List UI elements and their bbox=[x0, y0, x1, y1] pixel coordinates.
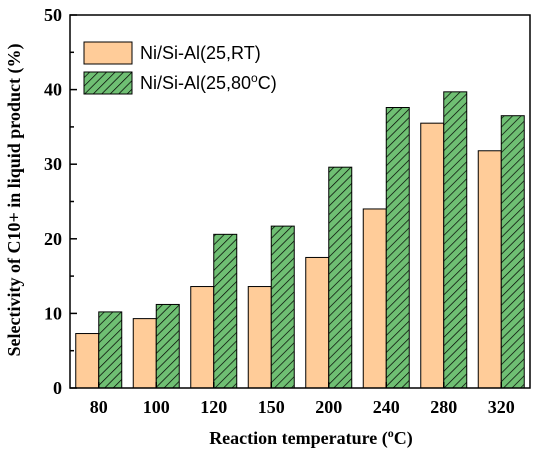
bar-rt-150 bbox=[247, 286, 272, 389]
bar-rt-200 bbox=[305, 256, 330, 389]
bar-rt-120 bbox=[190, 286, 215, 389]
legend-label-1: Ni/Si-Al(25,80oC) bbox=[140, 71, 277, 93]
x-tick-label: 240 bbox=[373, 397, 400, 417]
y-tick-label: 20 bbox=[44, 229, 62, 249]
x-tick-label: 150 bbox=[258, 397, 285, 417]
bar-rt-320 bbox=[477, 150, 502, 389]
x-tick-label: 120 bbox=[200, 397, 227, 417]
bar-80c-150 bbox=[270, 225, 295, 389]
x-tick-label: 200 bbox=[315, 397, 342, 417]
legend-swatch-1 bbox=[83, 71, 133, 95]
legend-swatch-0 bbox=[83, 41, 133, 65]
bar-80c-100 bbox=[155, 303, 180, 389]
bar-80c-240 bbox=[385, 107, 410, 389]
x-tick-label: 280 bbox=[430, 397, 457, 417]
bar-rt-280 bbox=[420, 122, 445, 389]
bar-80c-320 bbox=[500, 115, 525, 389]
bar-80c-280 bbox=[443, 91, 468, 389]
x-tick-label: 100 bbox=[143, 397, 170, 417]
bar-rt-80 bbox=[75, 333, 100, 389]
axes-group: 0 10 20 30 40 50 80 100 120 150 200 240 280 320 bbox=[44, 5, 531, 417]
y-tick-label: 0 bbox=[53, 378, 62, 398]
bar-80c-120 bbox=[213, 233, 238, 389]
x-tick-label: 80 bbox=[90, 397, 108, 417]
legend-label-0: Ni/Si-Al(25,RT) bbox=[140, 43, 261, 63]
bar-80c-80 bbox=[98, 311, 123, 389]
bar-rt-100 bbox=[132, 318, 157, 389]
bar-80c-200 bbox=[328, 166, 353, 389]
y-tick-label: 40 bbox=[44, 80, 62, 100]
bars-group bbox=[75, 91, 525, 389]
y-tick-label: 50 bbox=[44, 5, 62, 25]
x-axis-title: Reaction temperature (oC) bbox=[209, 426, 413, 449]
bar-rt-240 bbox=[362, 208, 387, 389]
x-tick-label: 320 bbox=[488, 397, 515, 417]
y-axis-title: Selectivity of C10+ in liquid product (%… bbox=[4, 44, 25, 357]
legend: Ni/Si-Al(25,RT) Ni/Si-Al(25,80oC) bbox=[83, 41, 277, 95]
y-tick-label: 30 bbox=[44, 154, 62, 174]
y-tick-label: 10 bbox=[44, 303, 62, 323]
